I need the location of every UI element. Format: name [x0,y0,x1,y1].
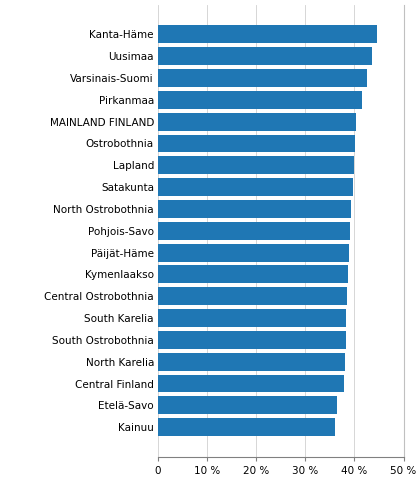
Bar [158,418,335,436]
Bar [158,396,337,414]
Bar [158,113,356,131]
Bar [158,309,346,327]
Bar [158,135,355,152]
Bar [158,200,351,218]
Bar [158,156,354,174]
Bar [158,331,346,349]
Bar [158,47,371,65]
Bar [158,178,354,196]
Bar [158,353,344,371]
Bar [158,91,362,109]
Bar [158,266,347,283]
Bar [158,375,344,392]
Bar [158,287,347,305]
Bar [158,244,349,262]
Bar [158,222,349,240]
Bar [158,26,376,43]
Bar [158,69,367,87]
